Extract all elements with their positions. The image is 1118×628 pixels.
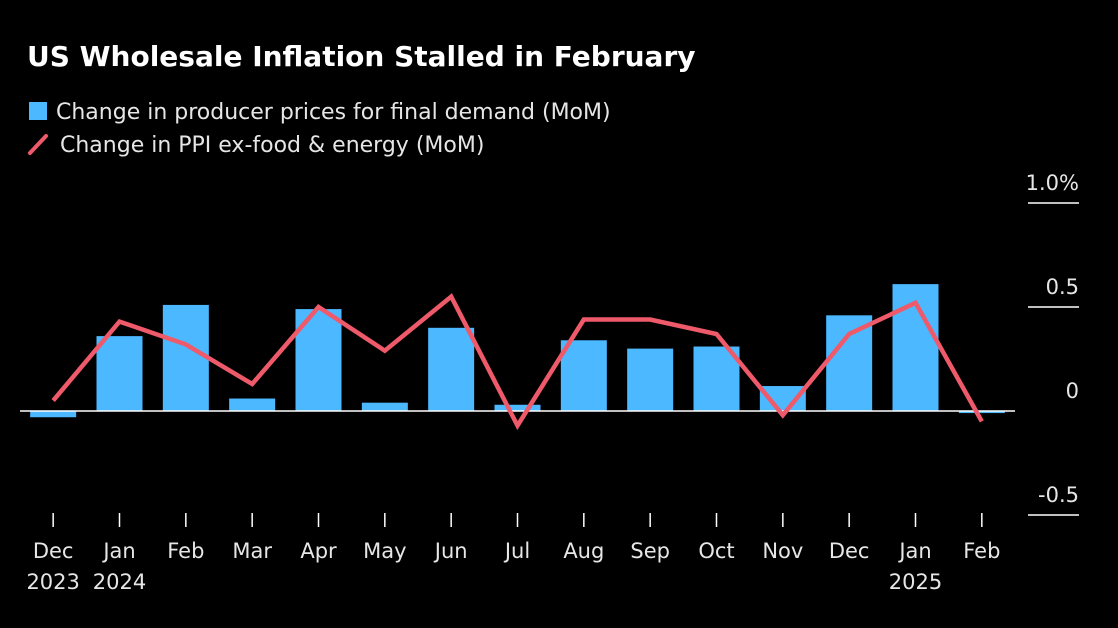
legend-swatch-line [28,134,48,155]
x-tick-label: Aug [563,539,604,563]
x-tick-label: Nov [762,539,803,563]
x-tick-label: Jun [433,539,468,563]
legend-swatch-bar [29,102,47,120]
x-tick-label: Dec [33,539,74,563]
x-tick-label: Dec [829,539,870,563]
bar [428,327,475,411]
x-tick-label: Jan [897,539,931,563]
x-tick-label: Feb [167,539,204,563]
x-tick-label: Oct [698,539,734,563]
y-tick-label: 0 [1066,379,1079,403]
x-tick-year-label: 2025 [889,570,942,594]
x-tick-label: Mar [232,539,272,563]
legend: Change in producer prices for final dema… [28,100,611,158]
line-series [51,293,984,431]
y-tick-label: 1.0% [1026,171,1079,195]
bar [826,315,873,411]
x-tick-year-label: 2023 [26,570,79,594]
x-tick-label: Sep [630,539,670,563]
bar [560,340,607,411]
bar [693,346,740,411]
chart-title: US Wholesale Inflation Stalled in Februa… [27,40,696,73]
x-axis: Dec 2023 Jan 2024 Feb Mar Apr May Jun Jul Aug Sep Oc… [26,513,1000,594]
legend-label-line: Change in PPI ex-food & energy (MoM) [60,133,484,158]
y-axis: 1.0% 0.5 0 -0.5 [1026,171,1079,516]
x-tick-label: Jul [503,539,530,563]
legend-label-bar: Change in producer prices for final dema… [56,100,611,125]
x-tick-year-label: 2024 [93,570,146,594]
x-tick-label: Jan [101,539,135,563]
y-tick-label: -0.5 [1038,483,1079,507]
bar [361,402,408,411]
x-tick-label: May [363,539,406,563]
bar [958,411,1005,414]
x-tick-label: Feb [963,539,1000,563]
bar [494,404,541,411]
x-tick-label: Apr [300,539,337,563]
y-tick-label: 0.5 [1046,275,1079,299]
bar [229,398,276,411]
bar [30,411,77,418]
bar [627,348,674,411]
bar-series [30,284,1005,418]
bar [162,304,209,411]
bar [96,336,143,411]
